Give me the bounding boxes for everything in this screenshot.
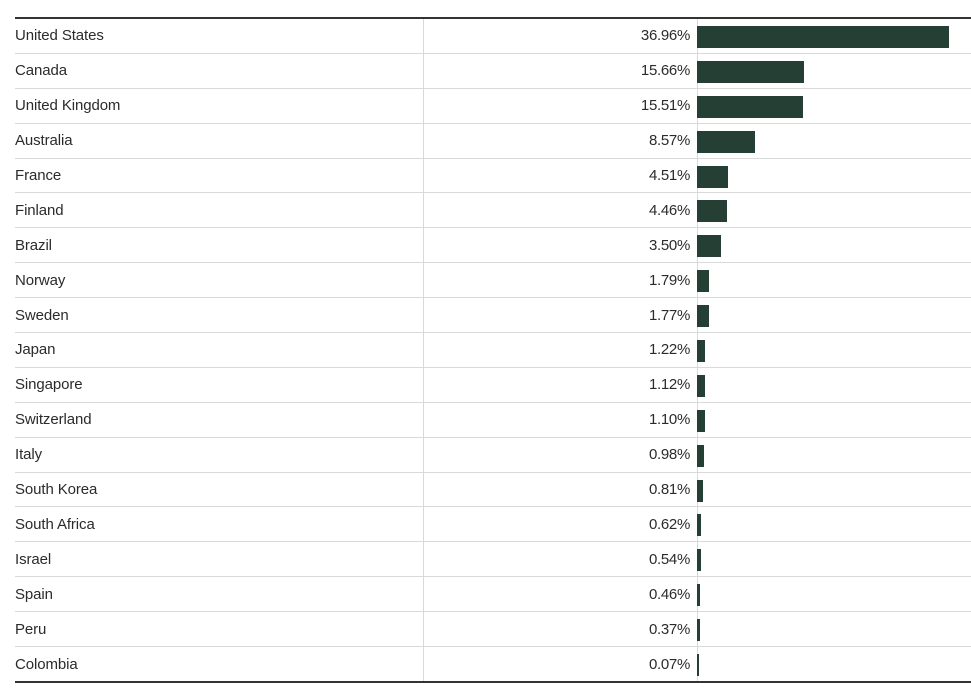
value-label: 1.22% xyxy=(648,341,690,359)
bar xyxy=(697,584,701,607)
country-label: Sweden xyxy=(15,306,69,324)
bar xyxy=(697,654,699,677)
country-label: Israel xyxy=(15,550,52,568)
table-row: France 4.51% xyxy=(15,159,971,194)
table-row: United States 36.96% xyxy=(15,19,971,54)
country-label: Finland xyxy=(15,201,64,219)
bar xyxy=(697,60,804,83)
country-label: France xyxy=(15,167,62,184)
country-label: Peru xyxy=(15,620,47,638)
bar xyxy=(697,374,705,397)
bar xyxy=(697,549,701,572)
value-label: 4.51% xyxy=(648,167,690,184)
value-label: 8.57% xyxy=(648,132,690,150)
bar xyxy=(697,26,949,48)
table-row: Canada 15.66% xyxy=(15,54,971,89)
bar xyxy=(697,444,704,467)
value-label: 1.12% xyxy=(648,376,690,394)
table-row: Japan 1.22% xyxy=(15,333,971,368)
table-row: Switzerland 1.10% xyxy=(15,403,971,438)
country-label: South Korea xyxy=(15,481,98,499)
value-label: 4.46% xyxy=(648,201,690,219)
country-label: Norway xyxy=(15,271,66,289)
country-share-table: United States 36.96% Canada 15.66% United Ki… xyxy=(15,17,971,683)
table-row: Brazil 3.50% xyxy=(15,228,971,264)
value-label: 15.66% xyxy=(640,62,690,80)
value-label: 0.37% xyxy=(648,620,690,638)
value-label: 0.54% xyxy=(648,550,690,568)
country-label: Canada xyxy=(15,62,67,80)
table-row: Italy 0.98% xyxy=(15,438,971,473)
country-label: Switzerland xyxy=(15,411,92,429)
table-row: South Korea 0.81% xyxy=(15,473,971,508)
bar xyxy=(697,235,721,258)
value-label: 1.77% xyxy=(648,306,690,324)
value-label: 0.07% xyxy=(648,655,690,673)
table-row: Australia 8.57% xyxy=(15,124,971,159)
bar xyxy=(697,305,710,328)
bar xyxy=(697,95,803,118)
table-row: Peru 0.37% xyxy=(15,612,971,648)
table-bottom-rule xyxy=(15,681,971,683)
bar xyxy=(697,270,710,293)
table-row: Norway 1.79% xyxy=(15,263,971,299)
value-label: 0.46% xyxy=(648,585,690,603)
column-divider-country xyxy=(423,19,424,681)
table-row: South Africa 0.62% xyxy=(15,507,971,543)
country-label: Japan xyxy=(15,341,56,359)
bar xyxy=(697,130,756,153)
country-label: South Africa xyxy=(15,515,95,533)
country-label: Spain xyxy=(15,585,53,603)
bar xyxy=(697,340,706,363)
table-row: Spain 0.46% xyxy=(15,577,971,613)
bar xyxy=(697,200,728,223)
value-label: 1.79% xyxy=(648,271,690,289)
bar xyxy=(697,165,728,188)
country-label: Singapore xyxy=(15,376,83,394)
table-row: Sweden 1.77% xyxy=(15,298,971,334)
table-row: United Kingdom 15.51% xyxy=(15,89,971,124)
value-label: 15.51% xyxy=(640,97,690,115)
country-label: Colombia xyxy=(15,655,78,673)
value-label: 3.50% xyxy=(648,236,690,254)
table-row: Singapore 1.12% xyxy=(15,368,971,403)
value-label: 0.81% xyxy=(648,481,690,499)
bar xyxy=(697,514,702,537)
country-label: Italy xyxy=(15,446,43,464)
value-label: 0.98% xyxy=(648,446,690,464)
value-label: 0.62% xyxy=(648,515,690,533)
table-row: Israel 0.54% xyxy=(15,542,971,578)
country-label: United States xyxy=(15,27,104,45)
country-label: Australia xyxy=(15,132,73,150)
bar xyxy=(697,619,700,642)
bar xyxy=(697,409,705,432)
value-label: 1.10% xyxy=(648,411,690,429)
value-label: 36.96% xyxy=(640,27,690,45)
country-label: Brazil xyxy=(15,236,52,254)
country-label: United Kingdom xyxy=(15,97,121,115)
table-top-rule xyxy=(15,17,971,19)
table-row: Finland 4.46% xyxy=(15,193,971,229)
bar xyxy=(697,479,703,502)
table-rows: United States 36.96% Canada 15.66% United Ki… xyxy=(15,19,971,682)
table-row: Colombia 0.07% xyxy=(15,647,971,682)
